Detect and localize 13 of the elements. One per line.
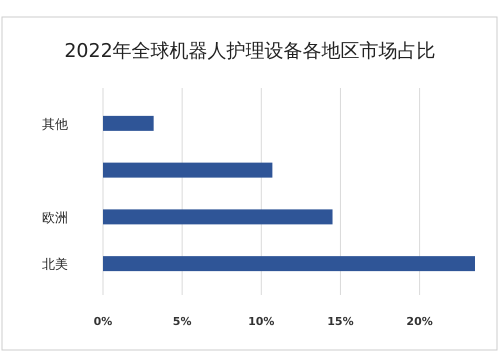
y-tick-label: 北美 <box>42 256 68 273</box>
x-tick-label: 20% <box>406 315 433 328</box>
chart-title: 2022年全球机器人护理设备各地区市场占比 <box>64 40 436 62</box>
x-tick-label: 10% <box>248 315 274 328</box>
bar <box>103 209 333 224</box>
bar <box>103 256 475 272</box>
y-tick-label: 欧洲 <box>42 210 68 226</box>
bar <box>103 162 272 178</box>
y-tick-label: 其他 <box>42 117 68 132</box>
x-tick-label: 0% <box>94 315 112 328</box>
bar <box>103 116 154 131</box>
x-tick-label: 15% <box>327 315 354 328</box>
x-tick-label: 5% <box>172 315 192 328</box>
